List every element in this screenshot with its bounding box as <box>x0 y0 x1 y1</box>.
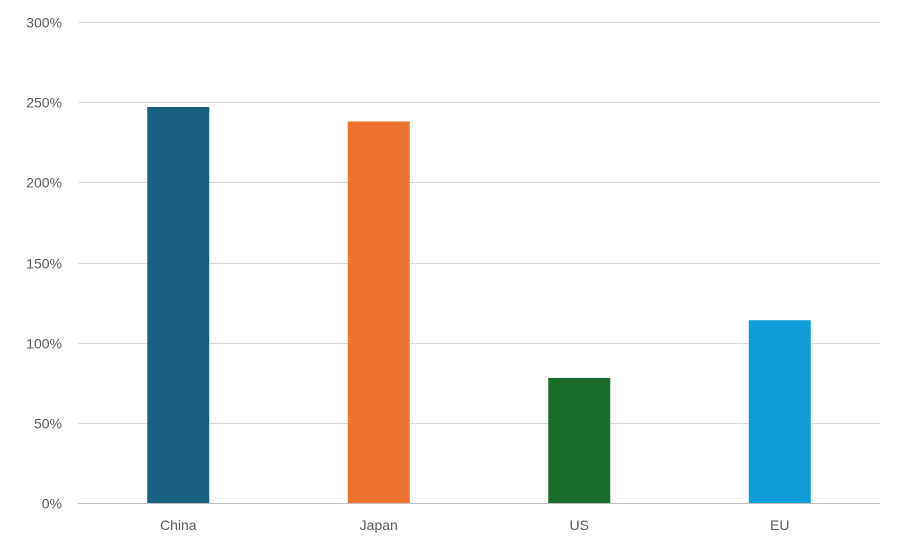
bar-eu <box>748 320 811 503</box>
gridlines <box>78 22 880 504</box>
bar-china <box>147 106 210 503</box>
y-tick-label: 150% <box>26 256 62 272</box>
y-tick-label: 250% <box>26 95 62 111</box>
x-tick-label: China <box>160 517 197 533</box>
x-tick-label: EU <box>770 517 789 533</box>
y-tick-label: 300% <box>26 15 62 31</box>
y-tick-label: 200% <box>26 175 62 191</box>
bar-japan <box>347 121 410 503</box>
bar-us <box>548 377 611 503</box>
x-tick-label: US <box>570 517 589 533</box>
x-axis-ticks: China Japan US EU <box>160 517 790 533</box>
x-tick-label: Japan <box>360 517 398 533</box>
y-tick-label: 50% <box>34 416 62 432</box>
y-tick-label: 100% <box>26 336 62 352</box>
bars <box>147 106 811 503</box>
y-axis-ticks: 0% 50% 100% 150% 200% 250% 300% <box>26 15 62 512</box>
y-tick-label: 0% <box>42 496 62 512</box>
